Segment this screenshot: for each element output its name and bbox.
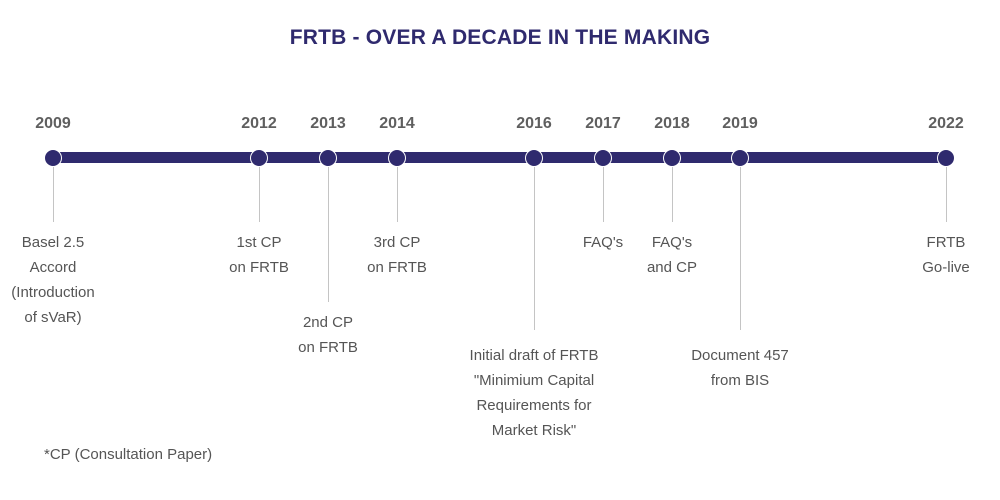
milestone-label: Basel 2.5 Accord (Introduction of sVaR) (0, 230, 143, 330)
milestone-label: Document 457 from BIS (650, 343, 830, 393)
milestone-year: 2013 (310, 115, 346, 132)
milestone-connector (602, 166, 604, 222)
milestone-label: 2nd CP on FRTB (238, 310, 418, 360)
milestone-label-line: (Introduction (11, 284, 95, 301)
milestone-dot (525, 149, 543, 167)
milestone-year: 2012 (241, 115, 277, 132)
milestone-year: 2017 (585, 115, 621, 132)
milestone-label-line: 2nd CP (302, 314, 354, 331)
milestone-year: 2019 (722, 115, 758, 132)
milestone-label-line: of sVaR) (24, 309, 82, 326)
milestone-label-line: Accord (29, 259, 77, 276)
milestone-label-line: FAQ's (651, 234, 693, 251)
milestone-connector (327, 166, 329, 302)
milestone-label: FAQ's (513, 230, 693, 255)
milestone-label: 1st CP on FRTB (169, 230, 349, 280)
milestone-label-line: FRTB (926, 234, 966, 251)
milestone-label-line: FAQ's (582, 234, 624, 251)
milestone-label-line: Initial draft of FRTB (469, 347, 599, 364)
milestone-label-line: 3rd CP (373, 234, 421, 251)
milestone-label: FRTB Go-live (856, 230, 1000, 280)
milestone-label-line: Basel 2.5 (21, 234, 85, 251)
milestone-connector (258, 166, 260, 222)
milestone-label-line: on FRTB (298, 339, 358, 356)
milestone-label: 3rd CP on FRTB (307, 230, 487, 280)
milestone-connector (52, 166, 54, 222)
milestone-label-line: and CP (646, 259, 698, 276)
milestone-connector (945, 166, 947, 222)
milestone-label-line: Document 457 (691, 347, 789, 364)
milestone-dot (663, 149, 681, 167)
milestone-label-line: on FRTB (229, 259, 289, 276)
milestone-dot (388, 149, 406, 167)
milestone-dot (319, 149, 337, 167)
milestone-year: 2016 (516, 115, 552, 132)
milestone-dot (594, 149, 612, 167)
milestone-year: 2009 (35, 115, 71, 132)
milestone-dot (44, 149, 62, 167)
page-title: FRTB - OVER A DECADE IN THE MAKING (289, 26, 711, 49)
milestone-connector (533, 166, 535, 330)
milestone-label: Initial draft of FRTB "Minimium Capital Re… (444, 343, 624, 443)
milestone-dot (937, 149, 955, 167)
milestone-label-line: on FRTB (367, 259, 427, 276)
milestone-connector (396, 166, 398, 222)
footnote: *CP (Consultation Paper) (44, 446, 213, 463)
milestone-label-line: Go-live (922, 259, 970, 276)
milestone-dot (250, 149, 268, 167)
milestone-connector (671, 166, 673, 222)
milestone-label: FAQ's and CP (582, 230, 762, 280)
milestone-year: 2018 (654, 115, 690, 132)
milestone-connector (739, 166, 741, 330)
timeline-bar (52, 152, 947, 163)
milestone-label-line: from BIS (710, 372, 770, 389)
milestone-label-line: Requirements for (476, 397, 592, 414)
milestone-year: 2014 (379, 115, 415, 132)
milestone-dot (731, 149, 749, 167)
milestone-year: 2022 (928, 115, 964, 132)
milestone-label-line: "Minimium Capital (473, 372, 595, 389)
milestone-label-line: 1st CP (236, 234, 282, 251)
milestone-label-line: Market Risk" (491, 422, 577, 439)
